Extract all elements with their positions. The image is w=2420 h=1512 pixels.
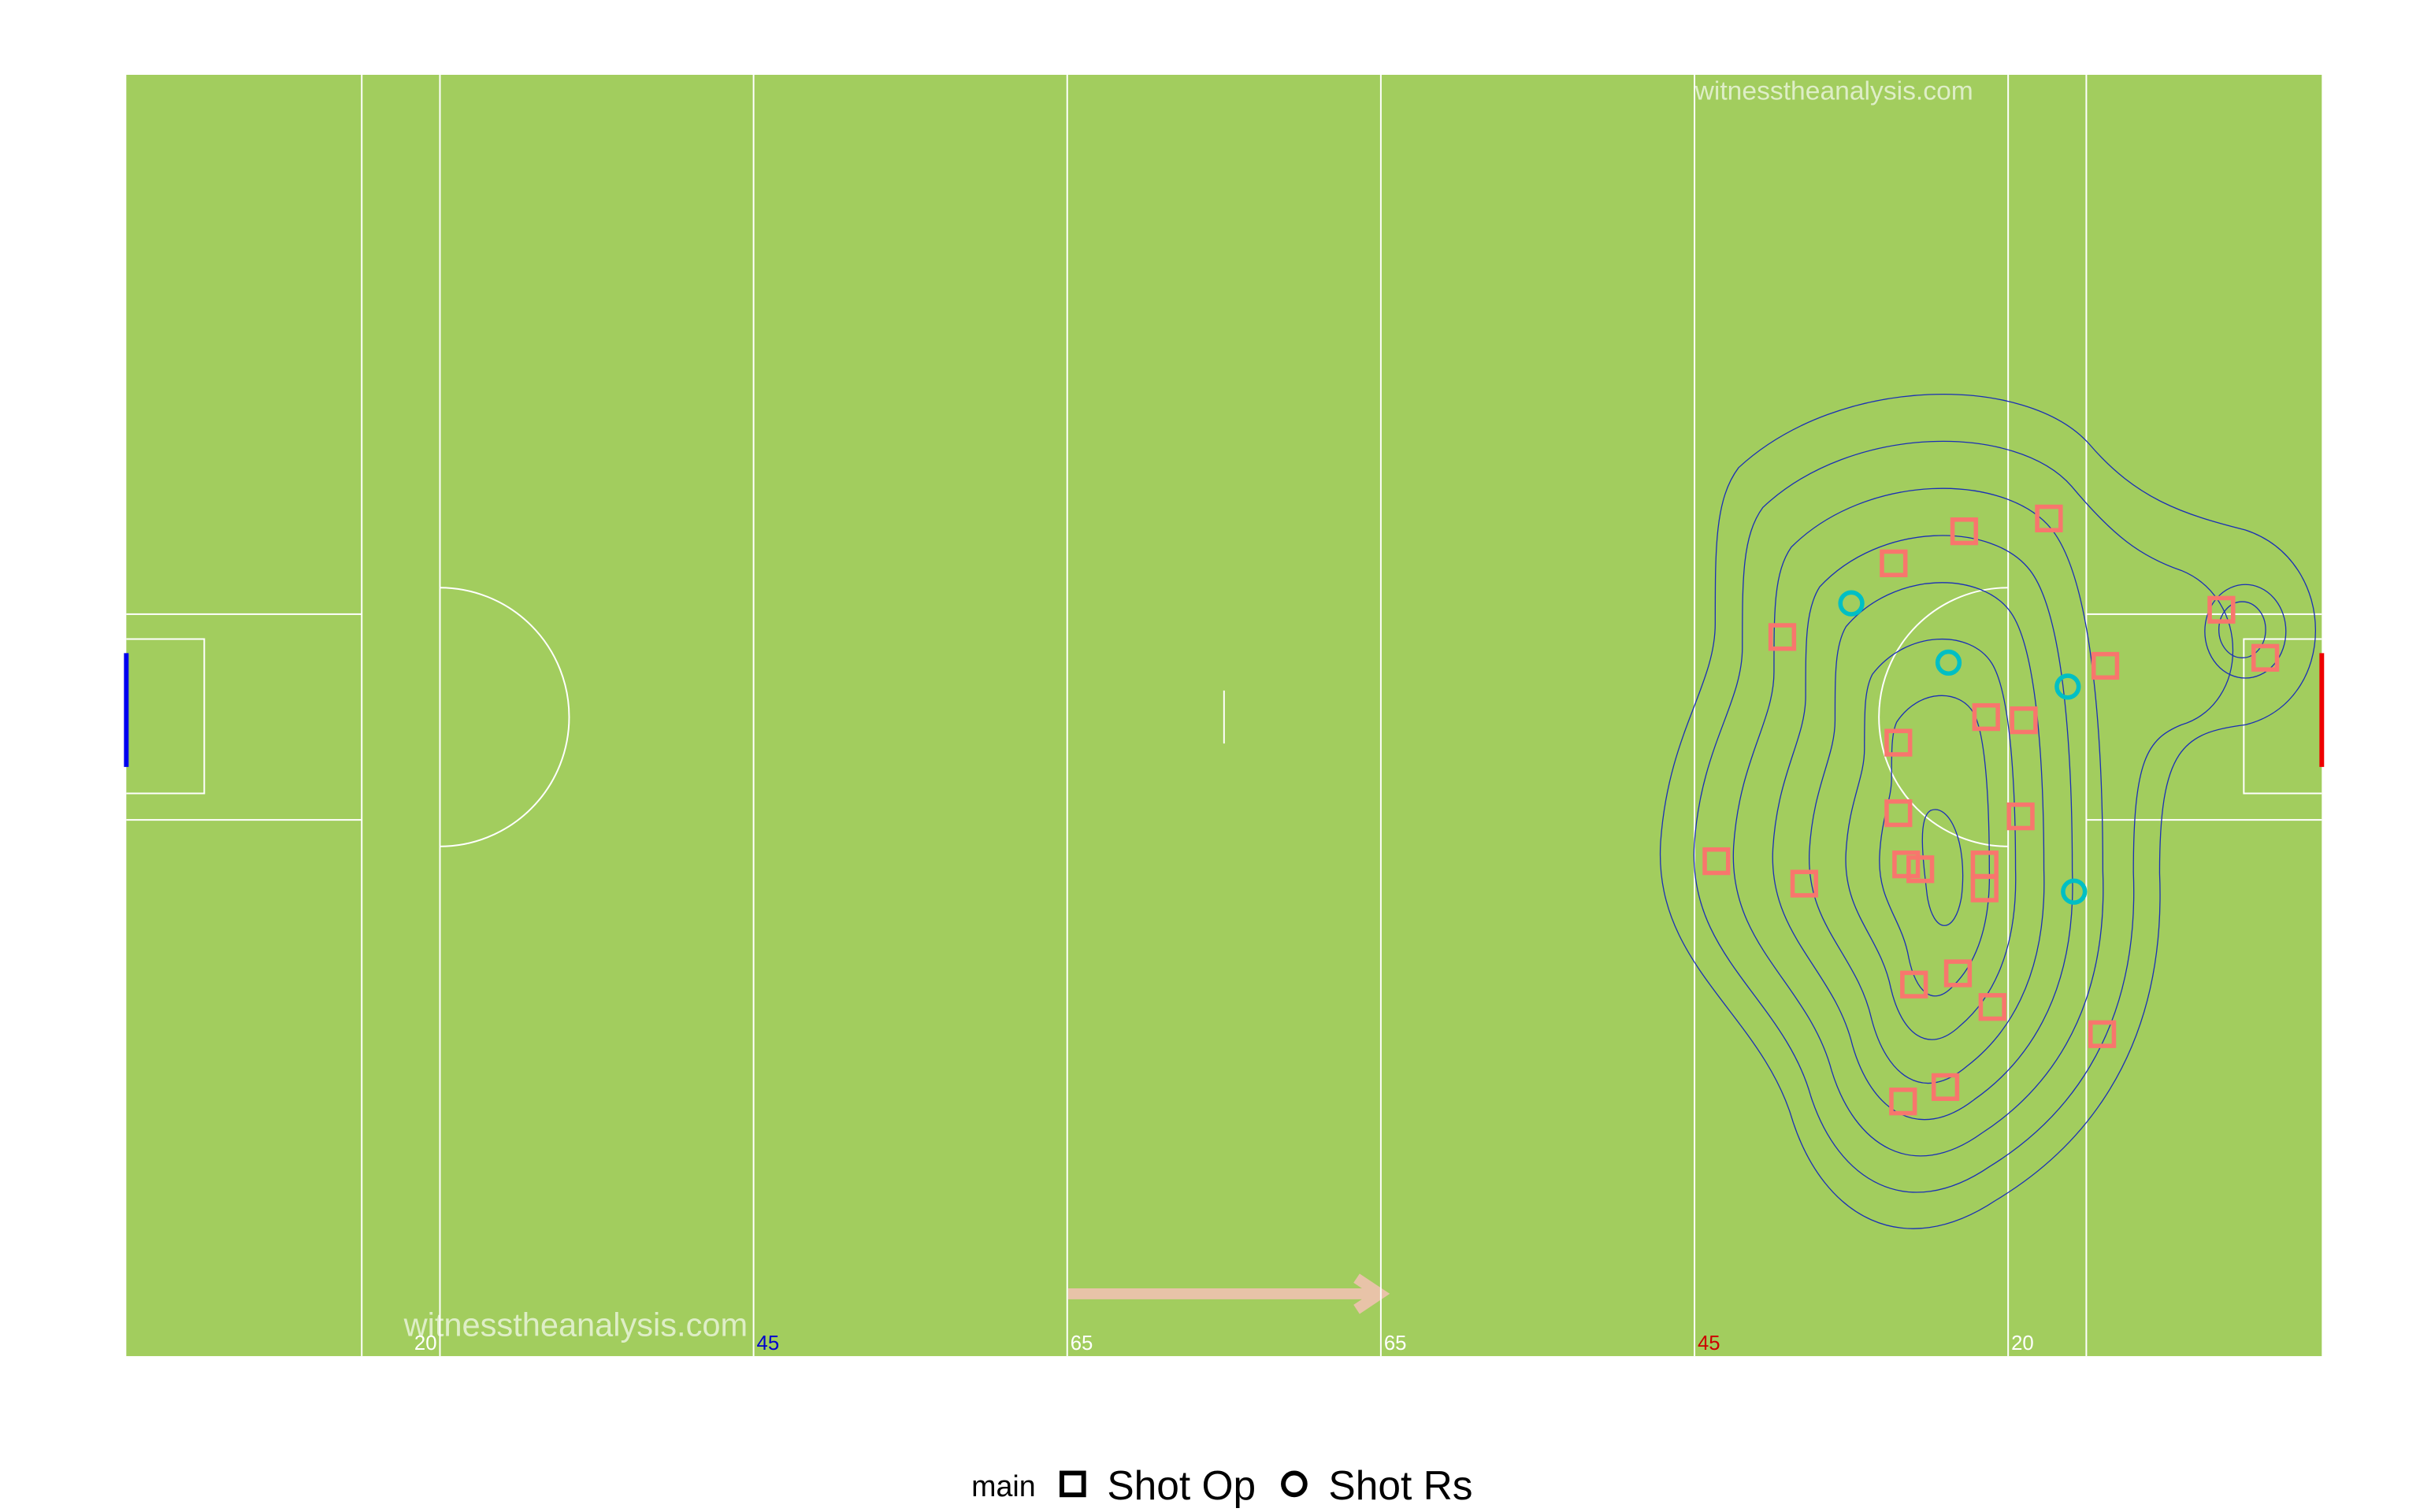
shot-point: [1931, 1073, 1960, 1101]
contour: [2205, 584, 2286, 678]
contour: [2219, 602, 2266, 658]
shot-point: [1900, 970, 1928, 999]
shot-point: [1935, 649, 1962, 676]
shot-point: [1892, 850, 1921, 879]
contour: [1922, 810, 1962, 925]
watermark: witnesstheanalysis.com: [403, 1306, 748, 1343]
contour: [1846, 639, 2016, 1040]
shot-point: [1838, 590, 1865, 617]
shot-point: [2207, 595, 2236, 624]
shot-point: [2035, 504, 2063, 532]
left-arc: [440, 587, 570, 847]
legend-key: [1059, 1470, 1086, 1498]
shot-point: [1970, 874, 1999, 902]
contour: [1661, 395, 2316, 1229]
shot-point: [1950, 517, 1979, 546]
shot-point: [2010, 706, 2038, 735]
left-box: [126, 613, 362, 821]
right-arc: [1878, 587, 2009, 847]
shot-point: [2054, 673, 2081, 700]
shot-point: [1790, 869, 1818, 898]
legend-title: main: [971, 1469, 1035, 1503]
shot-point: [1702, 847, 1731, 876]
shot-point: [1978, 993, 2006, 1021]
density-contours: [1661, 395, 2316, 1229]
x-tick-label: 45: [757, 1332, 780, 1354]
x-tick-label: 20: [2011, 1332, 2034, 1354]
shot-point: [1889, 1088, 1917, 1116]
shot-point: [2088, 1020, 2117, 1048]
watermark: witnesstheanalysis.com: [1694, 77, 1973, 106]
x-tick-label: 45: [1698, 1332, 1720, 1354]
legend-label: Shot Op: [1107, 1462, 1256, 1508]
legend-key: [1281, 1470, 1308, 1498]
shot-point: [1884, 799, 1913, 828]
right-box: [2086, 613, 2322, 821]
shot-point: [1880, 549, 1908, 577]
shot-point: [2006, 802, 2035, 831]
shot-point: [1884, 728, 1913, 757]
x-tick-label: 65: [1384, 1332, 1407, 1354]
legend-label: Shot Rs: [1328, 1462, 1472, 1508]
shot-point: [2251, 643, 2280, 672]
shot-point: [1906, 855, 1935, 884]
direction-arrow: [1067, 1273, 1390, 1314]
shot-point: [1768, 623, 1797, 651]
shot-point: [1972, 702, 2000, 732]
shot-point: [2061, 878, 2088, 905]
shot-point: [1943, 959, 1973, 988]
contour: [1694, 441, 2233, 1192]
contour: [1772, 536, 2073, 1120]
pitch: [124, 75, 2325, 1357]
shot-point: [2091, 651, 2120, 680]
legend: main Shot Op Shot Rs: [971, 1462, 1472, 1508]
ticks: 20 45 65 65 45 20: [414, 75, 2034, 1357]
x-tick-label: 20: [414, 1332, 437, 1354]
points: [1702, 504, 2280, 1116]
x-tick-label: 65: [1071, 1332, 1093, 1354]
